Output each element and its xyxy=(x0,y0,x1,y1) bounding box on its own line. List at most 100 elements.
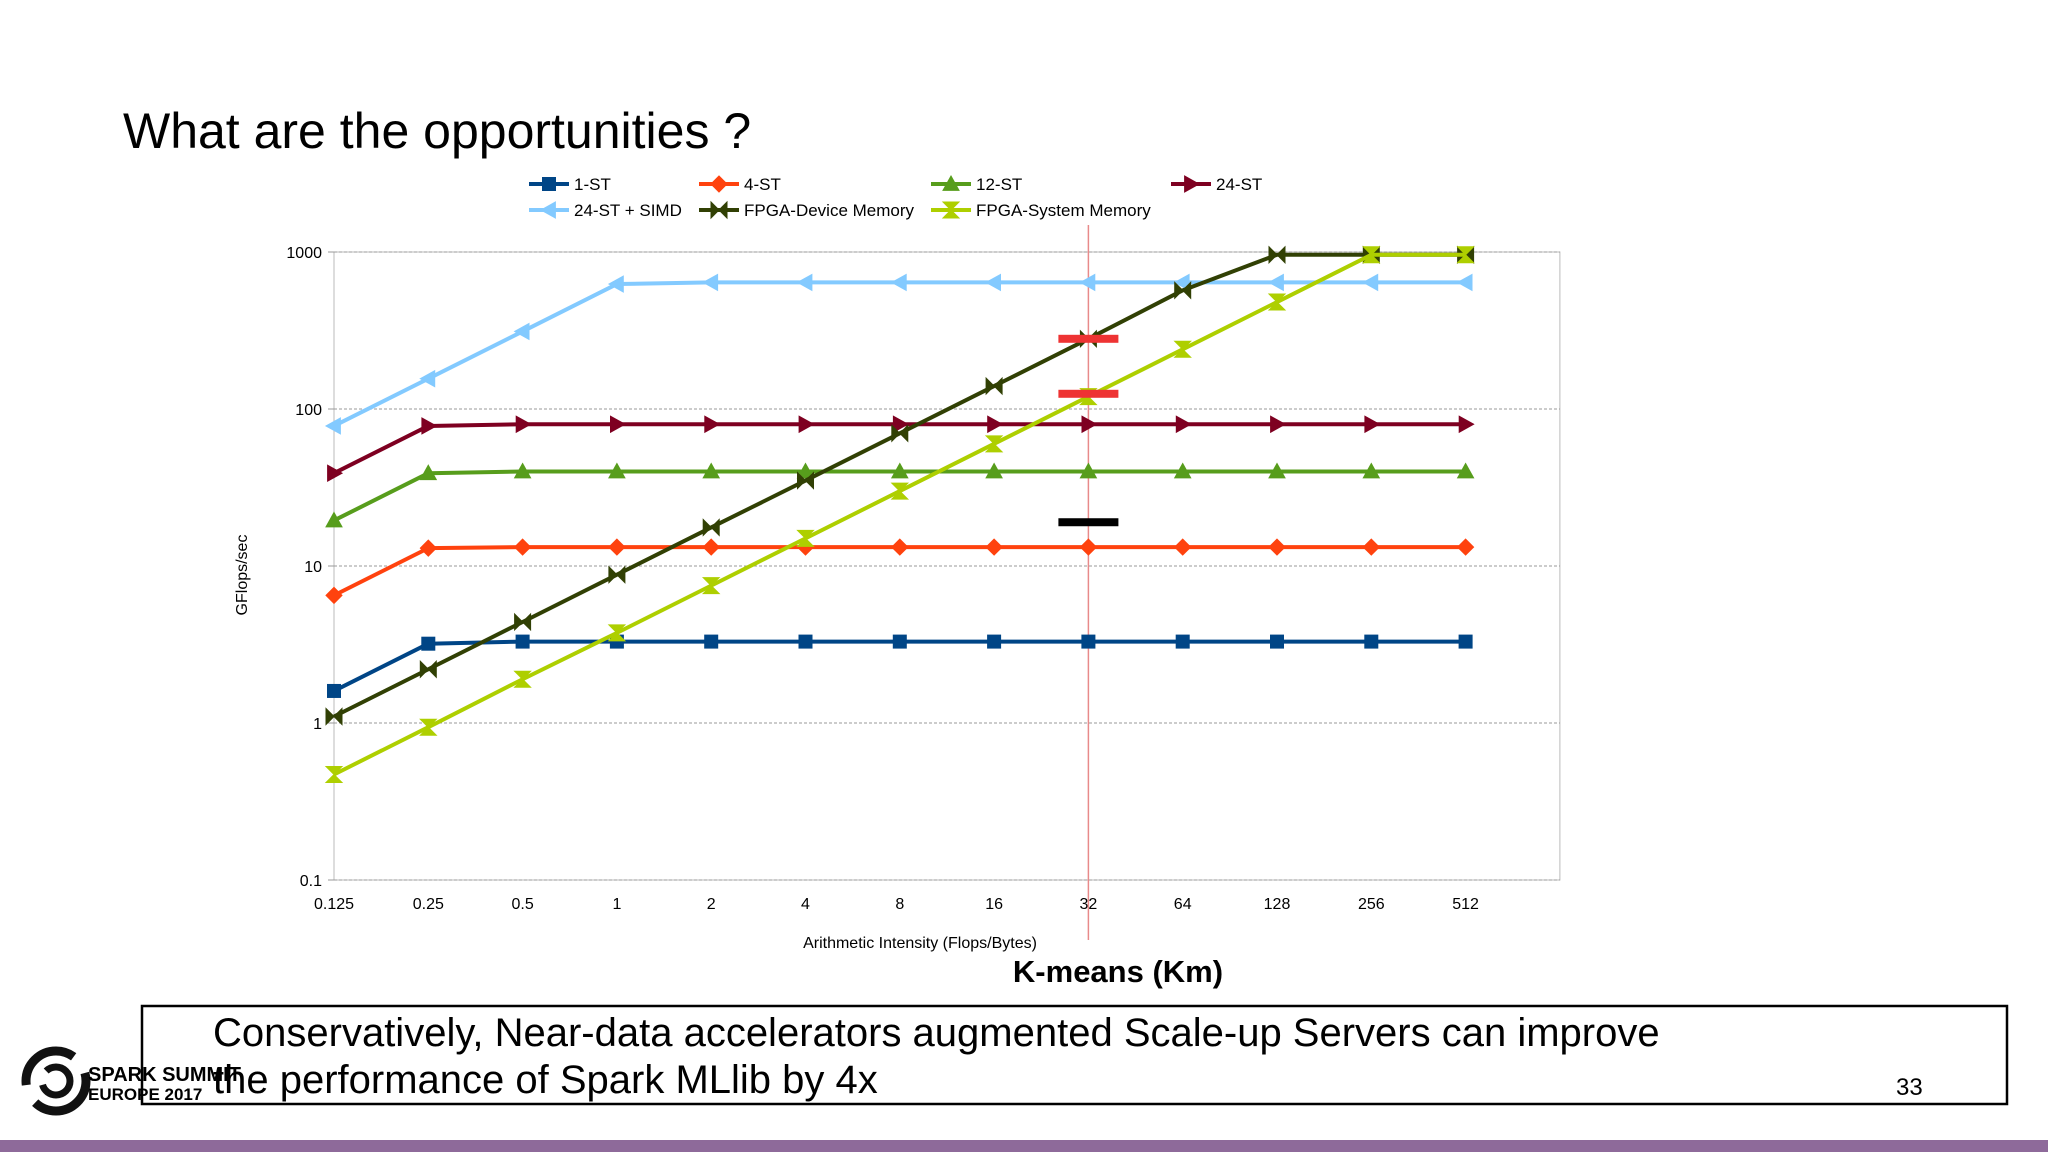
footer-bar xyxy=(0,1140,2048,1152)
data-point xyxy=(984,435,1004,453)
data-point xyxy=(1456,462,1475,479)
data-point xyxy=(1270,415,1287,434)
data-point xyxy=(325,707,343,726)
legend-label: FPGA-System Memory xyxy=(976,201,1151,220)
logo-mark xyxy=(38,1063,74,1099)
data-point xyxy=(1175,415,1192,434)
series xyxy=(327,415,1475,483)
data-point xyxy=(798,415,815,434)
data-point xyxy=(987,634,1002,649)
data-point xyxy=(324,765,344,783)
data-point xyxy=(1362,273,1379,292)
data-point xyxy=(608,462,626,479)
data-point xyxy=(797,471,814,490)
legend-marker xyxy=(542,177,556,191)
legend-label: 12-ST xyxy=(976,175,1022,194)
legend-marker xyxy=(941,201,961,219)
y-tick-label: 1000 xyxy=(286,245,322,262)
chart-caption: K-means (Km) xyxy=(1013,954,1223,989)
data-point xyxy=(513,322,530,341)
data-point xyxy=(1268,538,1286,556)
data-point xyxy=(1456,538,1475,556)
data-point xyxy=(1079,538,1098,556)
data-point xyxy=(607,624,627,642)
data-point xyxy=(610,415,626,434)
data-point xyxy=(1456,273,1473,292)
data-point xyxy=(1079,273,1096,292)
data-point xyxy=(1362,538,1381,556)
data-point xyxy=(419,539,438,557)
data-point xyxy=(1267,293,1287,311)
data-point xyxy=(421,417,438,435)
data-point xyxy=(1173,273,1190,292)
legend-item: 1-ST xyxy=(529,175,611,194)
data-point xyxy=(985,376,1003,396)
callout-box xyxy=(140,1004,2009,1106)
reference-mark xyxy=(1058,389,1119,398)
x-tick-label: 256 xyxy=(1358,896,1385,913)
reference-mark xyxy=(1058,518,1119,527)
data-point xyxy=(419,718,438,736)
legend-marker xyxy=(710,200,728,220)
data-point xyxy=(892,415,909,434)
data-point xyxy=(704,634,719,649)
data-point xyxy=(890,462,909,479)
legend-item: 4-ST xyxy=(699,175,781,194)
series xyxy=(325,245,1475,726)
data-point xyxy=(1267,273,1284,292)
series xyxy=(325,462,1475,528)
data-point xyxy=(891,424,909,443)
slide-title: What are the opportunities ? xyxy=(123,103,751,159)
data-point xyxy=(891,538,909,556)
data-point xyxy=(1362,246,1381,264)
legend-item: FPGA-System Memory xyxy=(931,201,1151,220)
data-point xyxy=(890,273,907,292)
x-tick-label: 8 xyxy=(895,896,904,913)
legend-marker xyxy=(1184,175,1201,193)
series xyxy=(325,538,1475,605)
data-point xyxy=(702,518,720,537)
reference-mark xyxy=(1058,334,1119,343)
x-tick-label: 1 xyxy=(612,896,621,913)
data-point xyxy=(1458,634,1473,649)
x-tick-label: 64 xyxy=(1174,896,1192,913)
data-point xyxy=(513,670,532,688)
data-point xyxy=(1364,634,1379,649)
x-tick-label: 2 xyxy=(707,896,716,913)
legend-label: 1-ST xyxy=(574,175,611,194)
data-point xyxy=(514,612,532,632)
x-tick-label: 0.5 xyxy=(511,896,533,913)
legend-marker xyxy=(539,201,556,219)
data-point xyxy=(1174,281,1192,300)
x-tick-label: 512 xyxy=(1452,896,1479,913)
data-point xyxy=(1081,415,1098,434)
logo-mark xyxy=(21,1046,91,1116)
legend-label: 24-ST xyxy=(1216,175,1262,194)
data-point xyxy=(1268,245,1286,264)
data-point xyxy=(1270,634,1284,649)
series xyxy=(327,634,1473,698)
data-point xyxy=(324,417,341,435)
data-point xyxy=(796,462,815,479)
data-point xyxy=(513,462,532,479)
series-line xyxy=(333,280,1466,428)
data-point xyxy=(702,538,720,556)
y-axis-label: GFlops/sec xyxy=(234,535,251,616)
data-point xyxy=(327,683,341,698)
data-point xyxy=(325,511,343,528)
legend-label: 4-ST xyxy=(744,175,781,194)
data-point xyxy=(1079,462,1098,479)
page-number: 33 xyxy=(1896,1074,1923,1101)
data-point xyxy=(798,634,813,649)
legend-item: 24-ST xyxy=(1171,175,1262,194)
x-tick-label: 16 xyxy=(985,896,1003,913)
y-tick-label: 1 xyxy=(313,716,322,733)
data-point xyxy=(985,462,1003,479)
series-line xyxy=(333,252,1466,777)
legend-marker xyxy=(942,174,960,191)
data-point xyxy=(985,273,1001,292)
data-point xyxy=(513,538,532,556)
y-tick-label: 100 xyxy=(295,402,322,419)
data-point xyxy=(515,415,532,434)
